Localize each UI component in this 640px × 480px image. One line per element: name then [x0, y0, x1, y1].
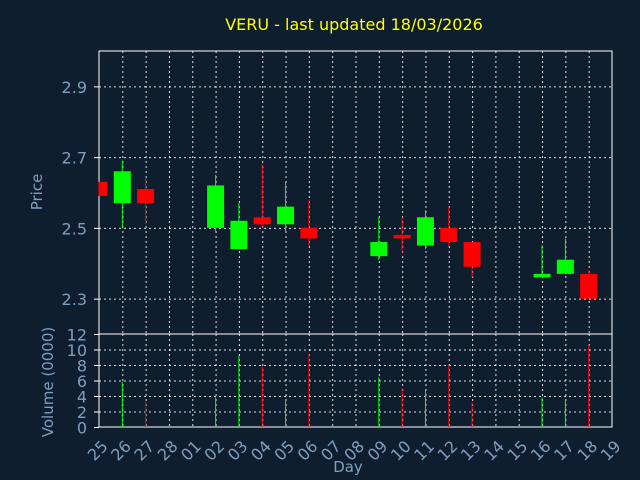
volume-ytick-label: 2 [77, 403, 87, 422]
candle [440, 206, 458, 246]
candle-body [580, 273, 598, 299]
candle-body [300, 227, 318, 239]
price-panel: 2.3 2.5 2.7 2.9 Price [28, 50, 613, 335]
candle-body [253, 217, 271, 225]
volume-ytick-label: 8 [77, 357, 87, 376]
candle-body [230, 220, 248, 250]
candle-body [556, 259, 574, 274]
volume-axis-label: Volume (0000) [39, 327, 57, 437]
candle [98, 181, 108, 197]
candle-body [393, 234, 411, 239]
candle [580, 270, 598, 299]
candle [253, 164, 271, 228]
candle [113, 160, 131, 228]
candle [533, 245, 551, 278]
candle [207, 174, 225, 232]
candle-body [440, 227, 458, 243]
candle [556, 238, 574, 274]
candle-body [277, 206, 295, 225]
price-ytick-label: 2.7 [62, 149, 87, 168]
chart-title: VERU - last updated 18/03/2026 [225, 15, 483, 34]
candle-body [113, 171, 131, 204]
candle [230, 203, 248, 250]
candle [277, 181, 295, 232]
price-ytick-label: 2.9 [62, 78, 87, 97]
candle-body [370, 242, 388, 257]
price-axis-label: Price [28, 174, 46, 211]
candle-body [416, 217, 434, 246]
x-axis-label: Day [333, 458, 363, 476]
volume-ytick-label: 6 [77, 372, 87, 391]
candle-body [533, 273, 551, 278]
candle [370, 217, 388, 260]
volume-ytick-label: 12 [67, 326, 87, 345]
candle-body [99, 181, 108, 197]
candle [137, 178, 155, 225]
candle [416, 210, 434, 250]
price-ytick-label: 2.3 [62, 290, 87, 309]
x-tick-label: 19 [597, 437, 625, 465]
candle [393, 217, 411, 253]
volume-ytick-label: 0 [77, 419, 87, 438]
candle-body [137, 188, 155, 204]
volume-ytick-label: 4 [77, 388, 87, 407]
candle [463, 242, 481, 278]
candle [300, 199, 318, 246]
candle-body [207, 185, 225, 228]
price-ytick-label: 2.5 [62, 219, 87, 238]
volume-ytick-label: 10 [67, 341, 87, 360]
candle-body [463, 242, 481, 267]
